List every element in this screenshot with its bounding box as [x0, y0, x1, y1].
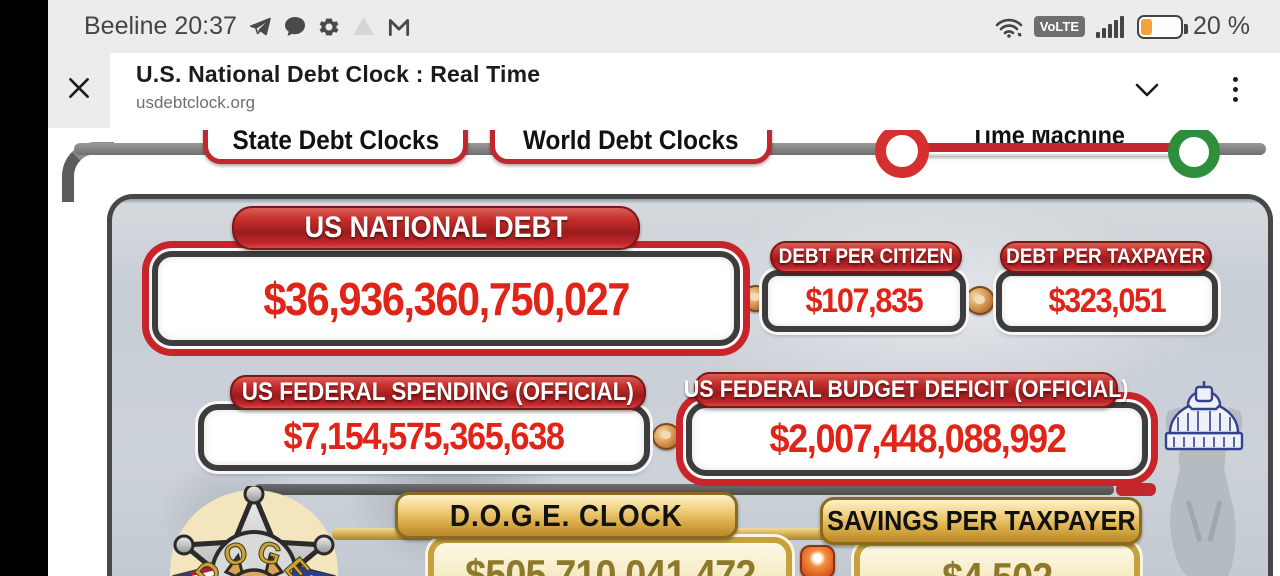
telegram-icon	[247, 14, 273, 40]
page-title: U.S. National Debt Clock : Real Time	[136, 61, 541, 87]
left-letterbox	[0, 0, 48, 576]
nav-label: World Debt Clocks	[523, 130, 739, 155]
battery-fill	[1141, 18, 1153, 35]
status-bar: Beeline 20:37	[48, 0, 1280, 53]
label-savings-per-taxpayer: SAVINGS PER TAXPAYER	[820, 497, 1142, 545]
value-doge-clock: $505,710,041,472	[428, 537, 792, 576]
section-divider	[254, 484, 1114, 495]
battery-icon	[1137, 14, 1189, 39]
nav-time-machine[interactable]: Time Machine	[903, 130, 1193, 156]
value-budget-deficit: $2,007,448,088,992	[686, 402, 1148, 476]
nav-state-debt-clocks[interactable]: State Debt Clocks	[203, 130, 468, 164]
section-divider-red	[1116, 483, 1156, 496]
webpage-viewport: State Debt Clocks World Debt Clocks Time…	[48, 130, 1280, 576]
atlas-capitol-graphic	[1136, 379, 1268, 576]
banner-text: SAVINGS PER TAXPAYER	[826, 505, 1136, 536]
browser-header: U.S. National Debt Clock : Real Time usd…	[48, 52, 1280, 130]
banner-text: DEBT PER TAXPAYER	[1006, 245, 1206, 268]
value-us-national-debt: $36,936,360,750,027	[152, 251, 740, 346]
savings-value: $4,502	[942, 554, 1053, 576]
label-budget-deficit: US FEDERAL BUDGET DEFICIT (OFFICIAL)	[684, 372, 1128, 408]
banner-text: D.O.G.E. CLOCK	[450, 497, 683, 533]
value-savings-per-taxpayer: $4,502	[854, 540, 1140, 576]
warning-triangle-icon	[351, 14, 376, 39]
chat-bubble-icon	[283, 15, 307, 39]
kebab-dot	[1233, 97, 1238, 102]
label-debt-per-taxpayer: DEBT PER TAXPAYER	[1000, 241, 1212, 273]
debt-value: $36,936,360,750,027	[263, 272, 630, 325]
rivet-knob-orange	[800, 545, 835, 576]
volte-badge: VoLTE	[1033, 16, 1086, 37]
carrier-and-time: Beeline 20:37	[84, 12, 237, 40]
nav-label: State Debt Clocks	[232, 130, 439, 155]
debt-value: $323,051	[1048, 281, 1167, 320]
label-debt-per-citizen: DEBT PER CITIZEN	[770, 241, 962, 273]
rivet-knob	[652, 423, 681, 450]
kebab-dot	[1233, 77, 1238, 82]
battery-tip	[1184, 23, 1189, 34]
kebab-dot	[1233, 87, 1238, 92]
banner-text: US NATIONAL DEBT	[304, 211, 568, 244]
label-federal-spending: US FEDERAL SPENDING (OFFICIAL)	[230, 375, 646, 410]
nav-world-debt-clocks[interactable]: World Debt Clocks	[490, 130, 772, 164]
banner-text: DEBT PER CITIZEN	[778, 245, 954, 268]
doge-value: $505,710,041,472	[464, 551, 756, 576]
browser-menu-button[interactable]	[1229, 73, 1242, 106]
wifi-icon	[994, 14, 1024, 40]
battery-percent: 20 %	[1193, 12, 1250, 40]
debt-clock-panel: US NATIONAL DEBT $36,936,360,750,027 DEB…	[107, 194, 1273, 576]
time-machine-forward-icon[interactable]	[1168, 130, 1220, 178]
value-debt-per-citizen: $107,835	[762, 270, 966, 332]
debt-value: $107,835	[805, 281, 924, 320]
rivet-knob	[965, 286, 995, 315]
shiba-face	[223, 552, 285, 576]
value-debt-per-taxpayer: $323,051	[996, 270, 1218, 332]
gmail-icon	[386, 14, 412, 40]
label-doge-clock: D.O.G.E. CLOCK	[395, 492, 738, 539]
nav-label: Time Machine	[970, 130, 1126, 150]
close-button[interactable]	[48, 52, 110, 128]
debt-value: $7,154,575,365,638	[283, 416, 565, 458]
banner-text: US FEDERAL BUDGET DEFICIT (OFFICIAL)	[683, 376, 1129, 403]
eu-flag-icon	[286, 564, 336, 576]
doge-badge: DOGE	[168, 483, 340, 576]
banner-text: US FEDERAL SPENDING (OFFICIAL)	[241, 378, 635, 406]
debt-value: $2,007,448,088,992	[768, 416, 1066, 461]
expand-button[interactable]	[1131, 79, 1163, 106]
time-machine-back-icon[interactable]	[875, 130, 929, 178]
value-federal-spending: $7,154,575,365,638	[198, 404, 650, 471]
signal-strength-icon	[1095, 14, 1127, 40]
chevron-down-icon	[1131, 83, 1163, 105]
label-us-national-debt: US NATIONAL DEBT	[232, 206, 640, 250]
close-icon	[66, 75, 92, 106]
page-url: usdebtclock.org	[136, 93, 256, 112]
settings-gear-icon	[317, 15, 341, 39]
